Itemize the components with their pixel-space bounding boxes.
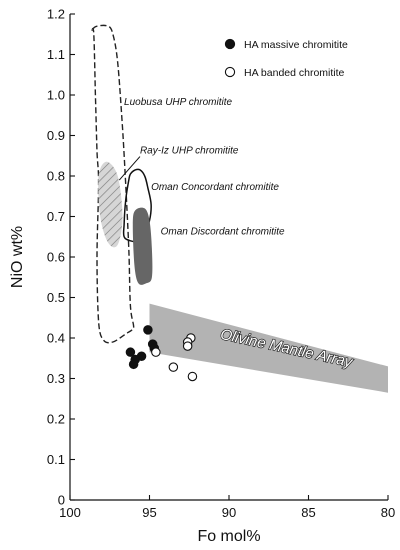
massive-chromitite-point bbox=[128, 359, 139, 370]
y-tick-label: 1.2 bbox=[47, 7, 65, 22]
y-tick-label: 0.3 bbox=[47, 371, 65, 386]
y-axis-title: NiO wt% bbox=[9, 226, 26, 288]
x-tick-label: 90 bbox=[222, 505, 236, 520]
banded-chromitite-point bbox=[151, 347, 161, 357]
y-tick-label: 0.7 bbox=[47, 209, 65, 224]
legend: HA massive chromitite HA banded chromitit… bbox=[224, 38, 348, 79]
y-tick-label: 0 bbox=[58, 493, 65, 508]
oman-discordant-chromitite-label: Oman Discordant chromitite bbox=[161, 227, 285, 238]
legend-label-massive: HA massive chromitite bbox=[244, 39, 348, 51]
y-tick-label: 0.4 bbox=[47, 331, 65, 346]
ray-iz-uhp-chromitite-leader-line bbox=[118, 156, 141, 181]
axes-layer: 100 95 90 85 80 0 0.1 0.2 0.3 0.4 0.5 0.6 0.7 0.8 0.9 1… bbox=[9, 7, 395, 546]
legend-marker-banded bbox=[224, 66, 236, 78]
y-tick-label: 0.5 bbox=[47, 290, 65, 305]
x-tick-label: 100 bbox=[59, 505, 81, 520]
legend-label-banded: HA banded chromitite bbox=[244, 67, 345, 79]
x-tick-label: 80 bbox=[381, 505, 395, 520]
x-tick-label: 85 bbox=[301, 505, 315, 520]
massive-chromitite-point bbox=[125, 347, 136, 357]
ray-iz-uhp-chromitite-field bbox=[98, 161, 123, 248]
y-tick-label: 0.1 bbox=[47, 452, 65, 467]
y-tick-label: 0.9 bbox=[47, 128, 65, 143]
legend-marker-massive bbox=[224, 38, 236, 50]
y-tick-label: 1.0 bbox=[47, 88, 65, 103]
banded-chromitite-point bbox=[168, 362, 179, 372]
x-tick-label: 95 bbox=[142, 505, 156, 520]
x-axis-title: Fo mol% bbox=[197, 528, 260, 545]
y-tick-label: 0.8 bbox=[47, 169, 65, 184]
massive-chromitite-point bbox=[143, 325, 153, 335]
y-tick-label: 0.6 bbox=[47, 250, 65, 265]
luobusa-uhp-chromitite-label: Luobusa UHP chromitite bbox=[124, 97, 232, 108]
oman-discordant-chromitite-field bbox=[132, 207, 153, 285]
banded-chromitite-point bbox=[187, 371, 198, 382]
banded-chromitite-point bbox=[182, 341, 193, 351]
luobusa-uhp-chromitite-field bbox=[91, 24, 135, 344]
y-tick-label: 1.1 bbox=[47, 47, 65, 62]
ray-iz-uhp-chromitite-label: Ray-Iz UHP chromitite bbox=[140, 146, 239, 157]
olivine-mantle-array-band bbox=[149, 303, 388, 393]
oman-concordant-chromitite-label: Oman Concordant chromitite bbox=[151, 182, 279, 193]
points-layer bbox=[125, 325, 198, 382]
y-tick-label: 0.2 bbox=[47, 412, 65, 427]
